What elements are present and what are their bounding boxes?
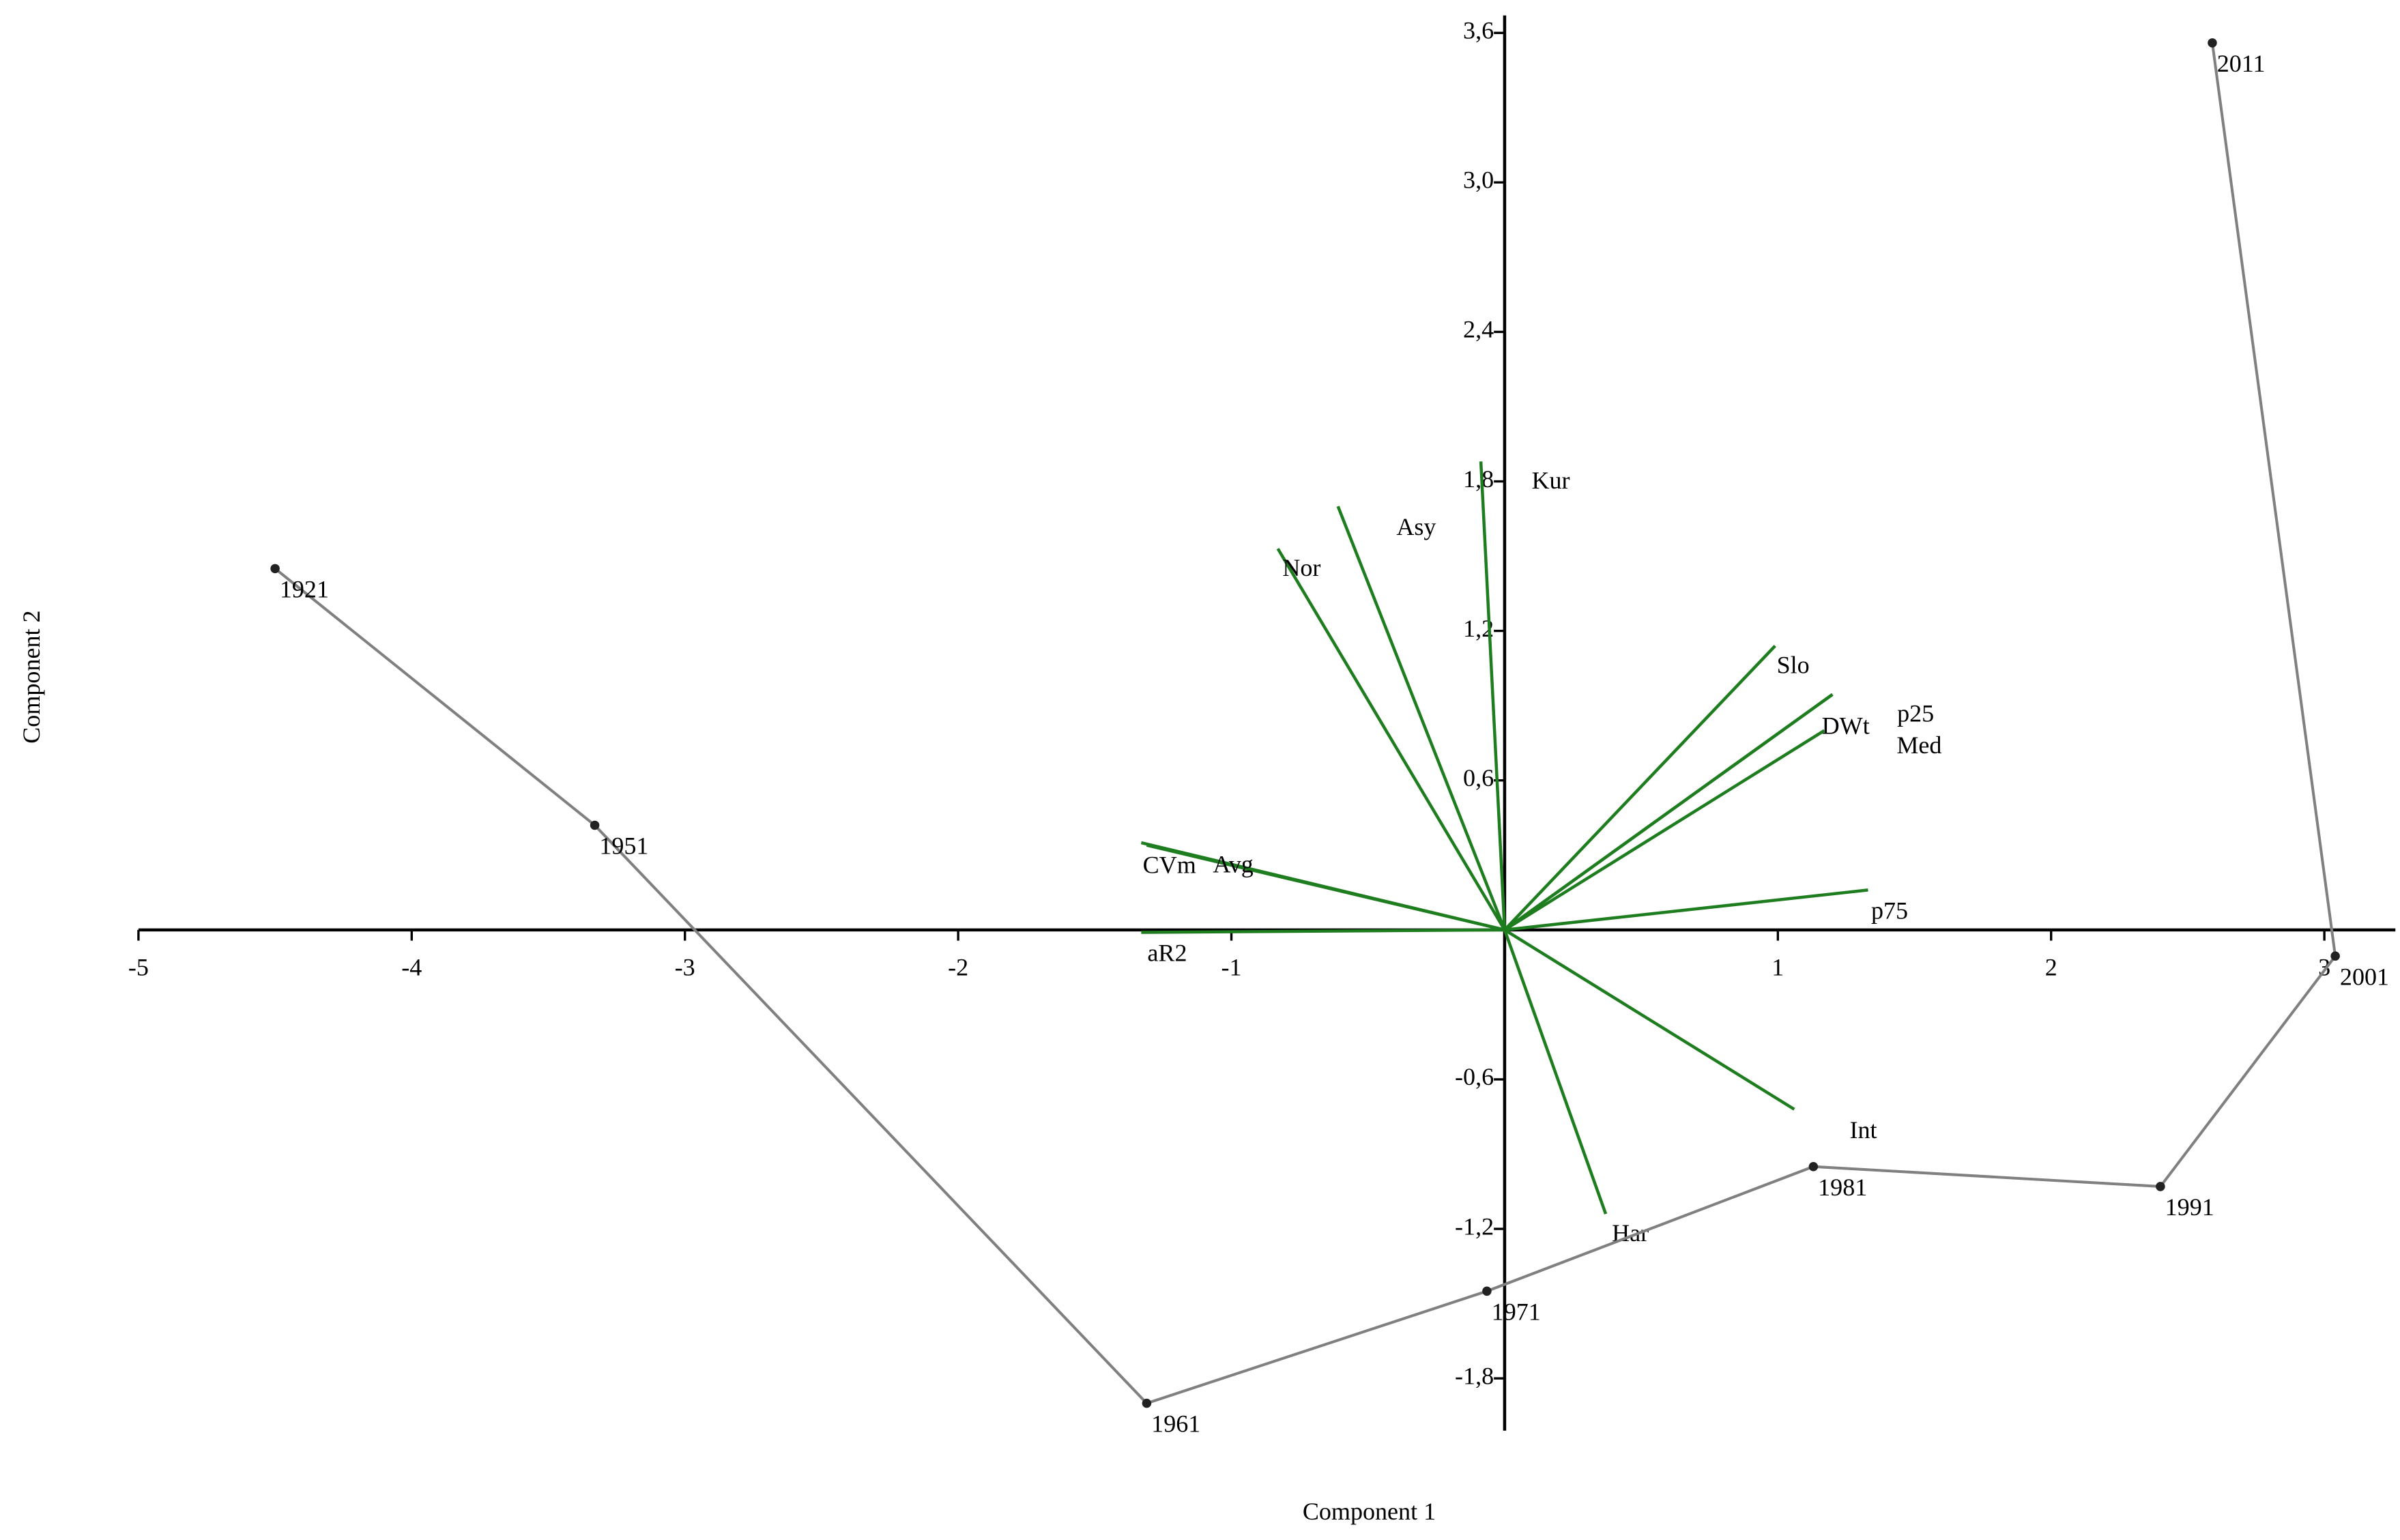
x-tick-label: -2: [948, 954, 968, 981]
loading-vector: [1503, 644, 1776, 931]
loading-label: Med: [1896, 731, 1941, 759]
point-label: 1981: [1818, 1174, 1867, 1201]
y-tick-label: -1,2: [1455, 1212, 1494, 1240]
loading-label: DWt: [1822, 712, 1870, 740]
point-label: 2011: [2217, 50, 2266, 77]
loading-vector: [1276, 547, 1506, 931]
score-point: [1808, 1161, 1819, 1172]
x-tick-label: -4: [401, 954, 422, 981]
score-point: [1482, 1286, 1492, 1296]
point-label: 1921: [280, 575, 329, 602]
score-point: [270, 564, 280, 574]
loading-vector: [1503, 693, 1834, 931]
loading-vector: [1503, 729, 1825, 931]
loading-vector: [1503, 929, 1608, 1215]
loading-vector: [1141, 928, 1505, 934]
y-tick-label: 1,8: [1463, 465, 1494, 493]
loading-vector: [1504, 888, 1868, 932]
score-point: [1142, 1398, 1152, 1408]
point-label: 1951: [599, 832, 648, 860]
loading-label: Slo: [1777, 651, 1810, 678]
loading-label: Nor: [1282, 554, 1320, 581]
loading-vector: [1503, 928, 1795, 1111]
point-label: 1961: [1151, 1410, 1200, 1438]
y-tick-label: 0,6: [1463, 764, 1494, 791]
x-tick-label: -1: [1221, 954, 1241, 981]
loading-label: Asy: [1396, 513, 1436, 540]
loading-label: p75: [1871, 897, 1908, 924]
y-tick-label: -1,8: [1455, 1362, 1494, 1389]
loading-vector: [1146, 843, 1505, 932]
point-label: 1971: [1492, 1298, 1541, 1325]
loading-label: Kur: [1531, 467, 1570, 494]
point-label: 2001: [2340, 963, 2389, 990]
score-point: [2156, 1182, 2165, 1191]
x-tick-label: 1: [1772, 954, 1784, 981]
loading-label: p25: [1897, 700, 1934, 727]
score-point: [590, 820, 600, 830]
y-axis-label: Component 2: [18, 610, 45, 743]
x-axis-label: Component 1: [1303, 1498, 1436, 1525]
x-tick-label: -5: [128, 954, 149, 981]
y-tick-label: -0,6: [1455, 1063, 1494, 1090]
loading-label: aR2: [1147, 940, 1187, 967]
y-tick-label: 3,6: [1463, 17, 1494, 44]
x-tick-label: -3: [675, 954, 695, 981]
loading-label: Avg: [1213, 851, 1253, 878]
loading-vector: [1336, 506, 1507, 931]
score-path: [274, 42, 2337, 1405]
y-tick-label: 2,4: [1463, 316, 1494, 343]
point-label: 1991: [2165, 1193, 2214, 1221]
loading-label: Int: [1850, 1116, 1877, 1144]
score-point: [2208, 38, 2217, 48]
y-tick-label: 3,0: [1463, 166, 1494, 194]
x-tick-label: 2: [2045, 954, 2057, 981]
score-point: [2330, 951, 2340, 961]
loading-vector: [1479, 461, 1507, 930]
